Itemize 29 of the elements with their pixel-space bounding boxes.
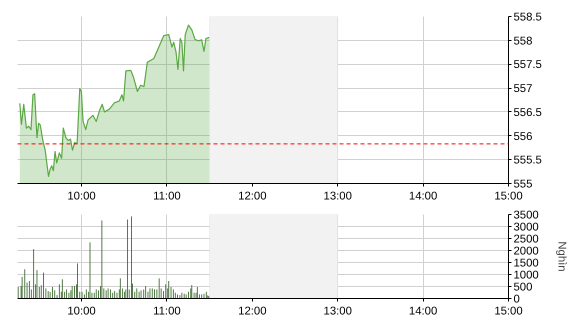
x-tick-label: 12:00 (238, 306, 267, 318)
y-tick-label: 1500 (514, 258, 539, 270)
y-tick-label: 2000 (514, 246, 539, 258)
x-tick-label: 11:00 (153, 306, 181, 318)
y-tick-label: 3000 (514, 222, 539, 234)
x-tick-label: 14:00 (408, 190, 438, 202)
x-tick-label: 10:00 (67, 306, 96, 318)
y-tick-label: 1000 (514, 270, 539, 282)
x-tick-label: 15:00 (494, 190, 523, 202)
x-tick-label: 14:00 (408, 306, 438, 318)
y-tick-label: 556 (514, 130, 532, 143)
y-tick-label: 500 (514, 282, 532, 294)
y-tick-label: 3500 (514, 210, 539, 222)
y-tick-label: 555 (514, 178, 532, 190)
y-tick-label: 558.5 (514, 12, 542, 24)
x-tick-label: 11:00 (153, 190, 181, 202)
y-tick-label: 556.5 (514, 106, 542, 119)
y-tick-label: 2500 (514, 234, 539, 246)
x-tick-label: 12:00 (238, 190, 267, 202)
x-tick-label: 15:00 (494, 306, 523, 318)
y-axis-title: Nghìn (556, 241, 568, 272)
y-tick-label: 0 (514, 294, 520, 306)
y-tick-label: 557 (514, 83, 532, 96)
y-tick-label: 555.5 (514, 154, 542, 167)
x-tick-label: 10:00 (67, 190, 96, 202)
x-tick-label: 13:00 (324, 306, 352, 318)
y-tick-label: 557.5 (514, 59, 542, 72)
y-tick-label: 558 (514, 35, 532, 48)
x-tick-label: 13:00 (324, 190, 352, 202)
